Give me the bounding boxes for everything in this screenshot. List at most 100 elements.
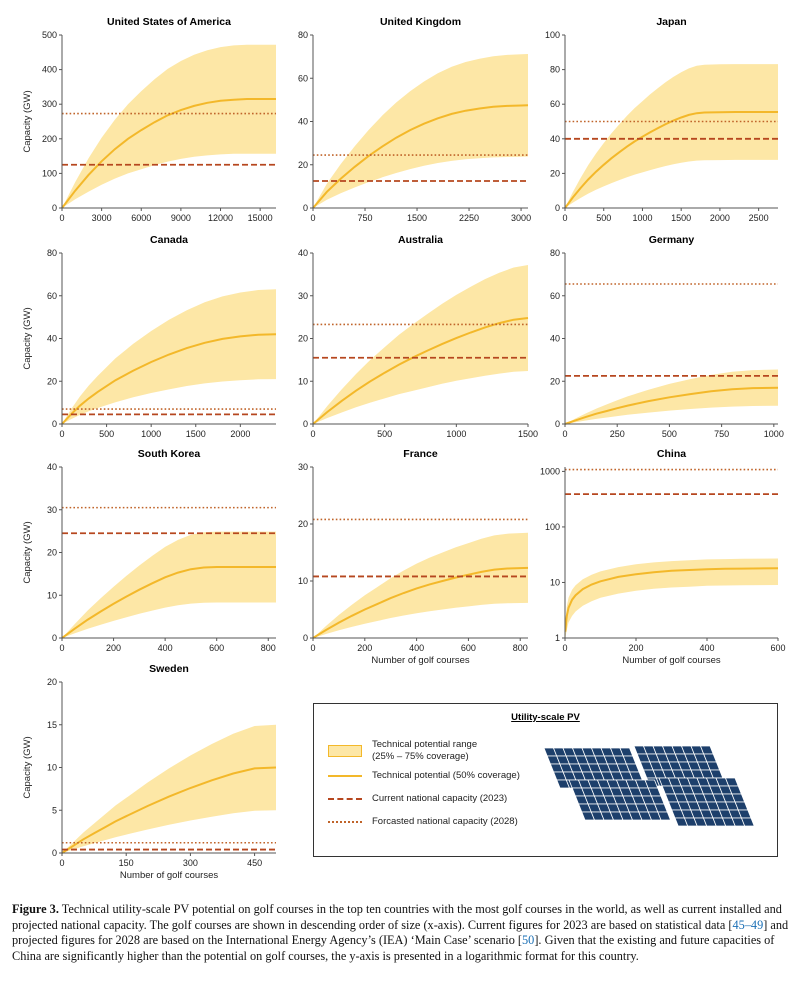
y-axis-label: Capacity (GW) [22,307,33,369]
chart-title: Germany [649,234,695,246]
band-25-75 [62,44,276,209]
x-tick-label: 2500 [749,213,769,223]
x-tick-label: 0 [310,213,315,223]
band-25-75 [62,531,276,638]
median-line [564,386,779,425]
x-tick-label: 2000 [230,429,250,439]
caption-lead: Figure 3. [12,902,59,916]
y-tick-label: 20 [298,160,308,170]
x-tick-label: 3000 [92,213,112,223]
y-tick-label: 100 [545,522,560,532]
chart-panel: 1 10 100 1000 0 200 400 600 China Number of golf … [540,448,786,666]
solar-panel [568,779,672,821]
chart-title: China [657,448,686,460]
median-line [61,98,276,209]
x-tick-label: 0 [59,429,64,439]
legend-swatch-current [328,793,362,805]
y-tick-label: 10 [47,763,57,773]
x-tick-label: 1500 [407,213,427,223]
y-tick-label: 80 [47,248,57,258]
median-line [312,566,529,639]
x-tick-label: 600 [770,643,785,653]
chart-title: South Korea [138,448,201,460]
y-tick-label: 20 [298,334,308,344]
x-tick-label: 1000 [141,429,161,439]
y-tick-label: 40 [47,462,57,472]
y-tick-label: 5 [52,805,57,815]
chart-title: Japan [656,16,686,28]
caption-text-1: Technical utility-scale PV potential on … [12,902,782,932]
median-line [61,566,276,639]
caption-text-3: ]. Given that the existing and future ca… [12,933,775,963]
y-tick-label: 40 [550,134,560,144]
y-tick-label: 300 [42,99,57,109]
caption-ref-1[interactable]: 45–49 [732,917,764,932]
legend: Utility-scale PV Technical potential ran… [313,703,778,857]
chart-panel: 0 10 20 30 0 200 400 600 800 France Number of golf… [298,448,529,666]
legend-range-sublabel: (25% – 75% coverage) [372,751,469,762]
y-axis-label: Capacity (GW) [22,736,33,798]
x-tick-label: 1500 [671,213,691,223]
y-tick-label: 10 [47,590,57,600]
chart-panel: 0 5 10 15 20 0 150 300 450 Sweden Capacity (GW) Num… [22,663,277,880]
x-tick-label: 3000 [511,213,531,223]
chart-title: Australia [398,234,443,246]
chart-panel: 0 20 40 60 80 0 250 500 750 1000 Germany [550,234,784,439]
x-tick-label: 500 [662,429,677,439]
caption-ref-2[interactable]: 50 [522,933,535,947]
legend-swatch-forecast [328,816,362,828]
y-tick-label: 0 [555,203,560,213]
y-tick-label: 60 [550,291,560,301]
y-tick-label: 10 [550,577,560,587]
caption-text-2: ] and projected figures for 2028 are bas… [12,917,789,948]
y-tick-label: 60 [298,73,308,83]
y-tick-label: 80 [298,30,308,40]
y-tick-label: 20 [47,548,57,558]
x-tick-label: 450 [247,858,262,868]
legend-swatch-median [328,770,362,782]
chart-panel: 0 20 40 60 80 0 500 1000 1500 2000 Canada Capacity … [22,234,277,439]
chart-title: France [403,448,438,460]
x-tick-label: 500 [377,429,392,439]
y-tick-label: 10 [298,576,308,586]
x-tick-label: 750 [714,429,729,439]
x-tick-label: 1500 [518,429,538,439]
band-25-75 [313,532,528,638]
y-tick-label: 80 [550,248,560,258]
x-tick-label: 400 [699,643,714,653]
y-tick-label: 20 [550,376,560,386]
x-tick-label: 0 [562,429,567,439]
y-tick-label: 0 [52,848,57,858]
x-tick-label: 750 [358,213,373,223]
figure-caption: Figure 3. Technical utility-scale PV pot… [12,902,795,964]
y-tick-label: 40 [298,248,308,258]
y-tick-label: 15 [47,720,57,730]
y-tick-label: 30 [47,505,57,515]
x-tick-label: 200 [357,643,372,653]
x-tick-label: 600 [461,643,476,653]
x-tick-label: 150 [119,858,134,868]
x-tick-label: 0 [310,429,315,439]
x-tick-label: 500 [99,429,114,439]
legend-item-forecast: Forcasted national capacity (2028) [328,816,518,828]
legend-title: Utility-scale PV [511,712,580,723]
x-tick-label: 200 [628,643,643,653]
y-tick-label: 60 [550,99,560,109]
chart-title: Canada [150,234,188,246]
median-line [564,111,778,209]
x-tick-label: 0 [59,643,64,653]
x-tick-label: 600 [209,643,224,653]
median-line [312,104,529,209]
y-tick-label: 40 [47,334,57,344]
x-tick-label: 6000 [131,213,151,223]
median-line [61,766,277,854]
legend-swatch-range [328,745,362,757]
chart-panel: 0 100 200 300 400 500 0 3000 6000 9000 12000 15000 U… [22,16,276,223]
y-tick-label: 200 [42,134,57,144]
chart-panel: 0 20 40 60 80 0 750 1500 2250 3000 United Kingdom [298,16,531,223]
band-25-75 [565,64,778,208]
y-tick-label: 0 [303,633,308,643]
y-tick-label: 40 [550,334,560,344]
y-tick-label: 20 [550,168,560,178]
